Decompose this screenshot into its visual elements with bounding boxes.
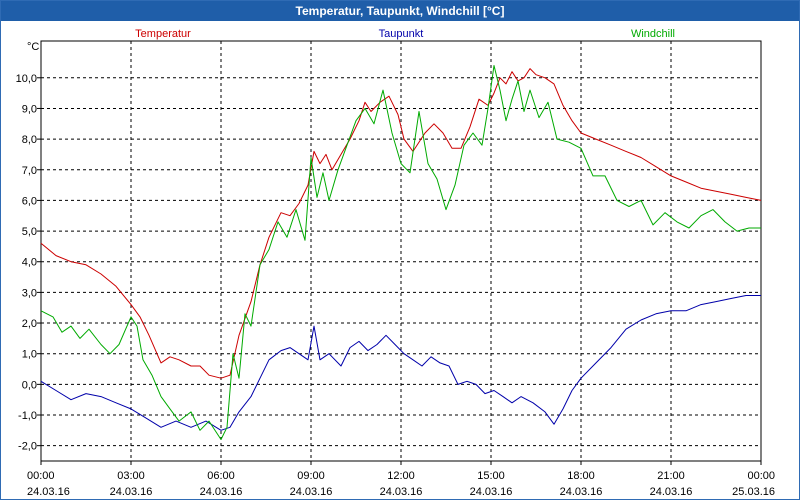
x-tick-date: 24.03.16 <box>110 486 153 498</box>
y-tick-label: 4,0 <box>22 257 37 269</box>
y-axis-unit: °C <box>27 41 39 53</box>
y-tick-label: 9,0 <box>22 103 37 115</box>
y-tick-label: -2,0 <box>18 441 37 453</box>
y-tick-label: 6,0 <box>22 195 37 207</box>
x-tick-time: 15:00 <box>477 470 505 482</box>
y-tick-label: 1,0 <box>22 349 37 361</box>
y-tick-label: 8,0 <box>22 134 37 146</box>
x-tick-date: 24.03.16 <box>200 486 243 498</box>
x-tick-time: 03:00 <box>117 470 145 482</box>
x-tick-date: 25.03.16 <box>732 486 775 498</box>
y-axis-ticks: 10,0 9,0 8,0 7,0 6,0 5,0 4,0 3,0 2,0 1,0 0,0 -1,0 -2… <box>16 73 41 453</box>
x-axis-ticks: 00:00 24.03.16 03:00 24.03.16 06:00 24.03.16 0… <box>27 461 775 498</box>
x-tick-time: 12:00 <box>387 470 415 482</box>
x-tick-time: 21:00 <box>657 470 685 482</box>
legend-windchill: Windchill <box>631 28 675 40</box>
y-tick-label: 10,0 <box>16 73 37 85</box>
x-tick-date: 24.03.16 <box>560 486 603 498</box>
x-tick-time: 06:00 <box>207 470 235 482</box>
y-tick-label: 0,0 <box>22 379 37 391</box>
y-tick-label: 5,0 <box>22 226 37 238</box>
y-tick-label: 7,0 <box>22 165 37 177</box>
series-line-temperatur <box>40 68 762 379</box>
y-tick-label: 3,0 <box>22 287 37 299</box>
chart-title: Temperatur, Taupunkt, Windchill [°C] <box>1 1 799 21</box>
x-tick-time: 09:00 <box>297 470 325 482</box>
legend-taupunkt: Taupunkt <box>379 28 424 40</box>
y-tick-label: 2,0 <box>22 318 37 330</box>
x-tick-time: 00:00 <box>27 470 55 482</box>
legend-temperatur: Temperatur <box>135 28 191 40</box>
x-tick-date: 24.03.16 <box>470 486 513 498</box>
y-tick-label: -1,0 <box>18 410 37 422</box>
x-tick-time: 00:00 <box>747 470 775 482</box>
series-line-taupunkt <box>40 295 761 431</box>
x-tick-date: 24.03.16 <box>27 486 70 498</box>
series-line-windchill <box>40 65 761 440</box>
x-tick-date: 24.03.16 <box>290 486 333 498</box>
x-tick-date: 24.03.16 <box>650 486 693 498</box>
x-tick-date: 24.03.16 <box>380 486 423 498</box>
series-layer <box>40 65 762 440</box>
x-tick-time: 18:00 <box>567 470 595 482</box>
grid-lines <box>41 41 761 461</box>
